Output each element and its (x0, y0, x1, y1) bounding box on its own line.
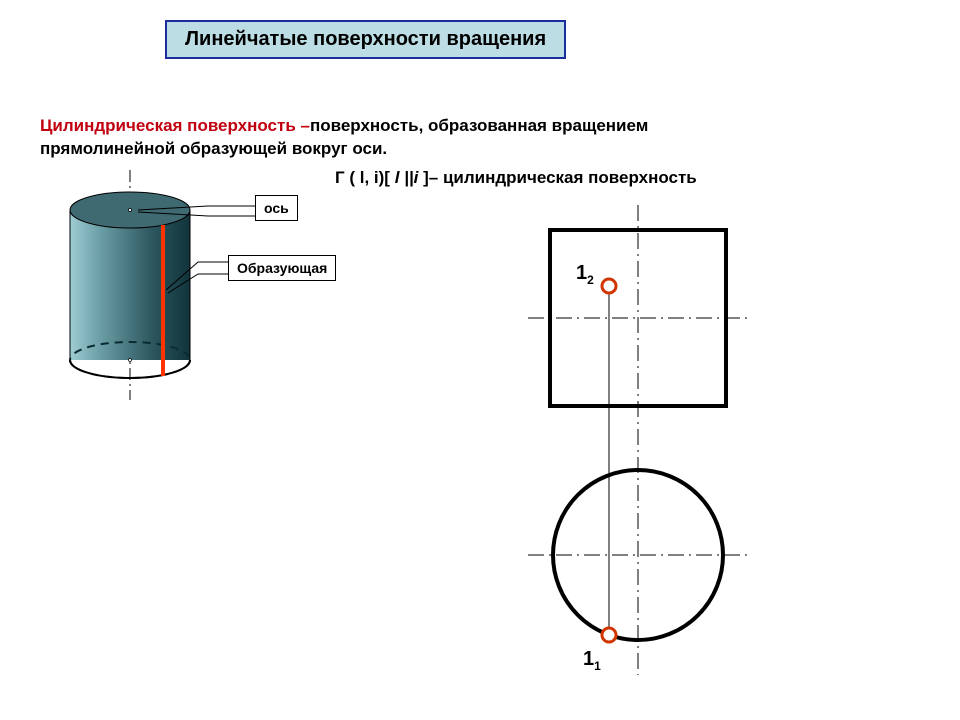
slide-title: Линейчатые поверхности вращения (165, 20, 566, 59)
slide-canvas: Линейчатые поверхности вращения Цилиндри… (0, 0, 960, 720)
projection-diagram (488, 195, 788, 695)
axis-callout-text: ось (264, 200, 289, 216)
generatrix-callout-text: Образующая (237, 260, 327, 276)
point-label-bottom: 11 (583, 648, 601, 673)
axis-callout: ось (255, 195, 298, 221)
point-bot-sub: 1 (594, 659, 601, 673)
point-top-sub: 2 (587, 273, 594, 287)
definition-highlight: Цилиндрическая поверхность – (40, 116, 310, 135)
cylinder-3d-diagram (30, 170, 390, 420)
formula-italic: l ||i (390, 168, 423, 187)
point-top-main: 1 (576, 262, 587, 284)
definition-rest2: прямолинейной образующей вокруг оси. (40, 139, 387, 158)
point-bot-main: 1 (583, 648, 594, 670)
formula-after: ]– цилиндрическая поверхность (423, 168, 697, 187)
definition-text: Цилиндрическая поверхность –поверхность,… (40, 115, 648, 161)
title-text: Линейчатые поверхности вращения (185, 28, 546, 50)
generatrix-callout: Образующая (228, 255, 336, 281)
definition-rest1: поверхность, образованная вращением (310, 116, 648, 135)
point-label-top: 12 (576, 262, 594, 287)
